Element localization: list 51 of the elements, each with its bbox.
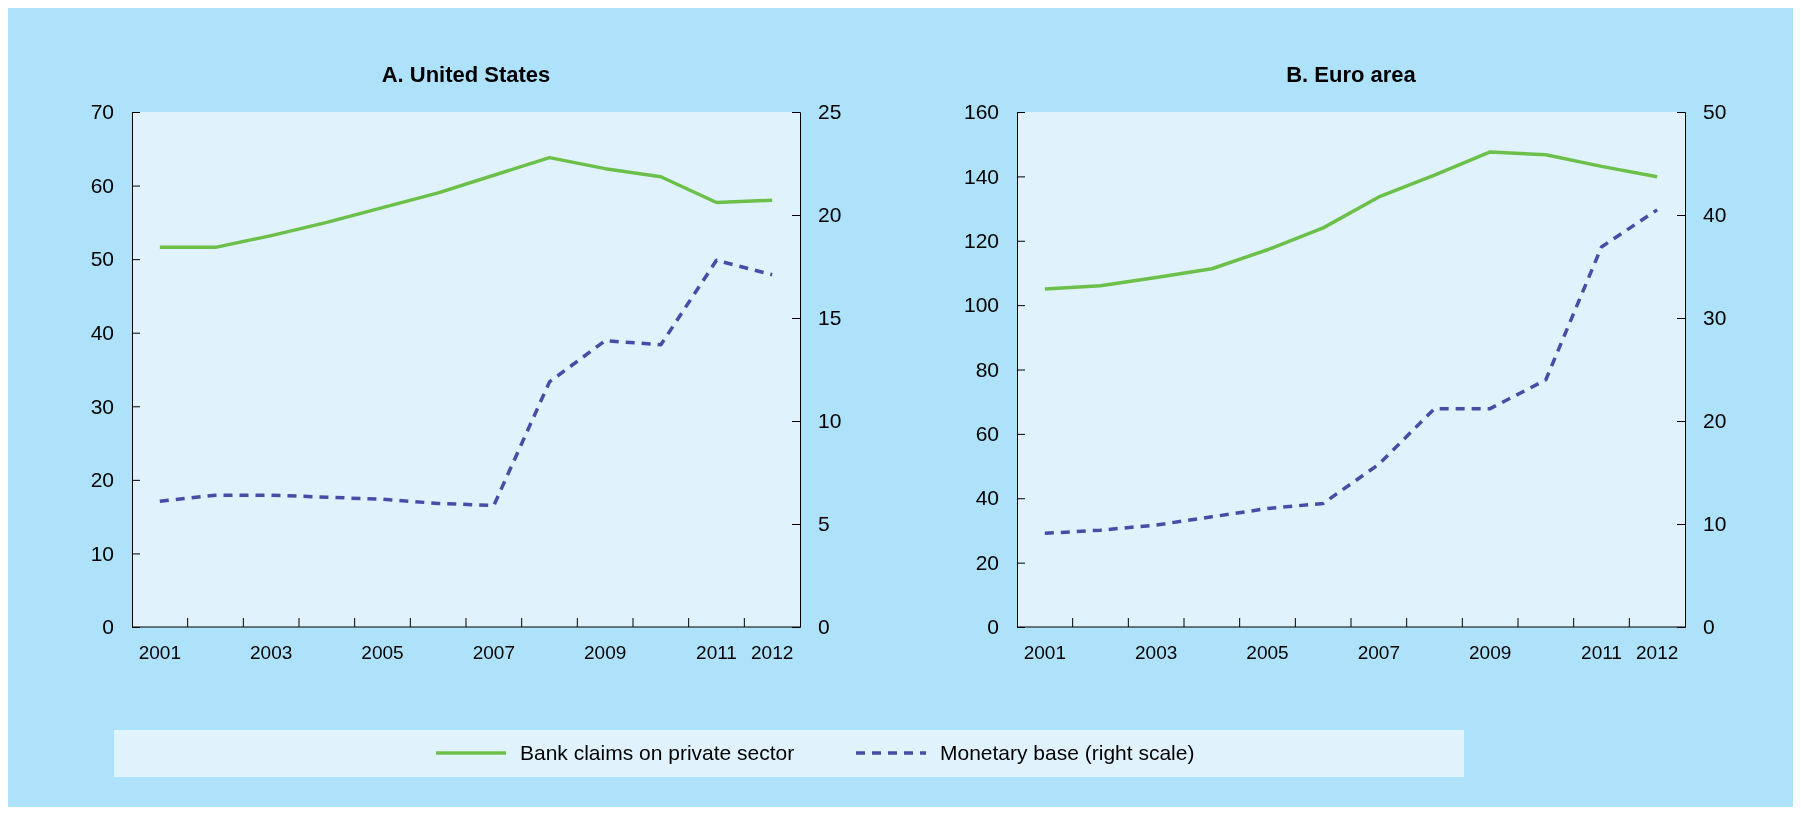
y2-tick-label: 5 [818, 512, 830, 536]
line-series [1043, 150, 1659, 291]
y2-tick-label: 10 [818, 409, 842, 433]
y-tick-label: 50 [90, 247, 114, 271]
y-tick-label: 80 [975, 357, 999, 381]
y-tick-label: 30 [90, 394, 114, 418]
x-tick-label: 2007 [1357, 642, 1400, 663]
x-tick-label: 2005 [361, 642, 404, 663]
y2-tick-label: 0 [1703, 615, 1715, 639]
legend-label: Bank claims on private sector [520, 741, 795, 764]
chart-title: A. United States [381, 62, 551, 87]
y-tick-label: 20 [90, 468, 114, 492]
x-tick-label: 2005 [1246, 642, 1289, 663]
y2-tick-label: 0 [818, 615, 830, 639]
line-series [1043, 208, 1659, 536]
x-tick-label: 2001 [1023, 642, 1066, 663]
x-tick-label: 2012 [1636, 642, 1679, 663]
y-tick-label: 40 [975, 486, 999, 510]
x-tick-label: 2003 [250, 642, 293, 663]
chart-title: B. Euro area [1286, 62, 1417, 87]
y-tick-label: 10 [90, 541, 114, 565]
x-tick-label: 2012 [751, 642, 794, 663]
y2-tick-label: 10 [1703, 512, 1727, 536]
x-tick-label: 2011 [1581, 642, 1622, 663]
y-tick-label: 20 [975, 550, 999, 574]
x-tick-label: 2011 [696, 642, 737, 663]
y2-tick-label: 30 [1703, 306, 1727, 330]
y2-tick-label: 15 [818, 306, 842, 330]
y2-tick-label: 25 [818, 100, 842, 124]
y-tick-label: 70 [90, 100, 114, 124]
legend-label: Monetary base (right scale) [940, 741, 1195, 764]
y-tick-label: 140 [963, 164, 999, 188]
y2-tick-label: 40 [1703, 203, 1727, 227]
y-tick-label: 160 [963, 100, 999, 124]
y-tick-label: 60 [975, 422, 999, 446]
x-tick-label: 2007 [472, 642, 515, 663]
y-tick-label: 40 [90, 320, 114, 344]
x-tick-label: 2001 [138, 642, 181, 663]
y2-tick-label: 50 [1703, 100, 1727, 124]
y-tick-label: 120 [963, 228, 999, 252]
y2-tick-label: 20 [818, 203, 842, 227]
y-tick-label: 0 [102, 615, 114, 639]
y-tick-label: 0 [987, 615, 999, 639]
x-tick-label: 2003 [1135, 642, 1178, 663]
x-tick-label: 2009 [1469, 642, 1512, 663]
y2-tick-label: 20 [1703, 409, 1727, 433]
y-tick-label: 60 [90, 173, 114, 197]
x-tick-label: 2009 [584, 642, 627, 663]
line-series [158, 258, 774, 508]
y-tick-label: 100 [963, 293, 999, 317]
line-series [158, 155, 774, 250]
